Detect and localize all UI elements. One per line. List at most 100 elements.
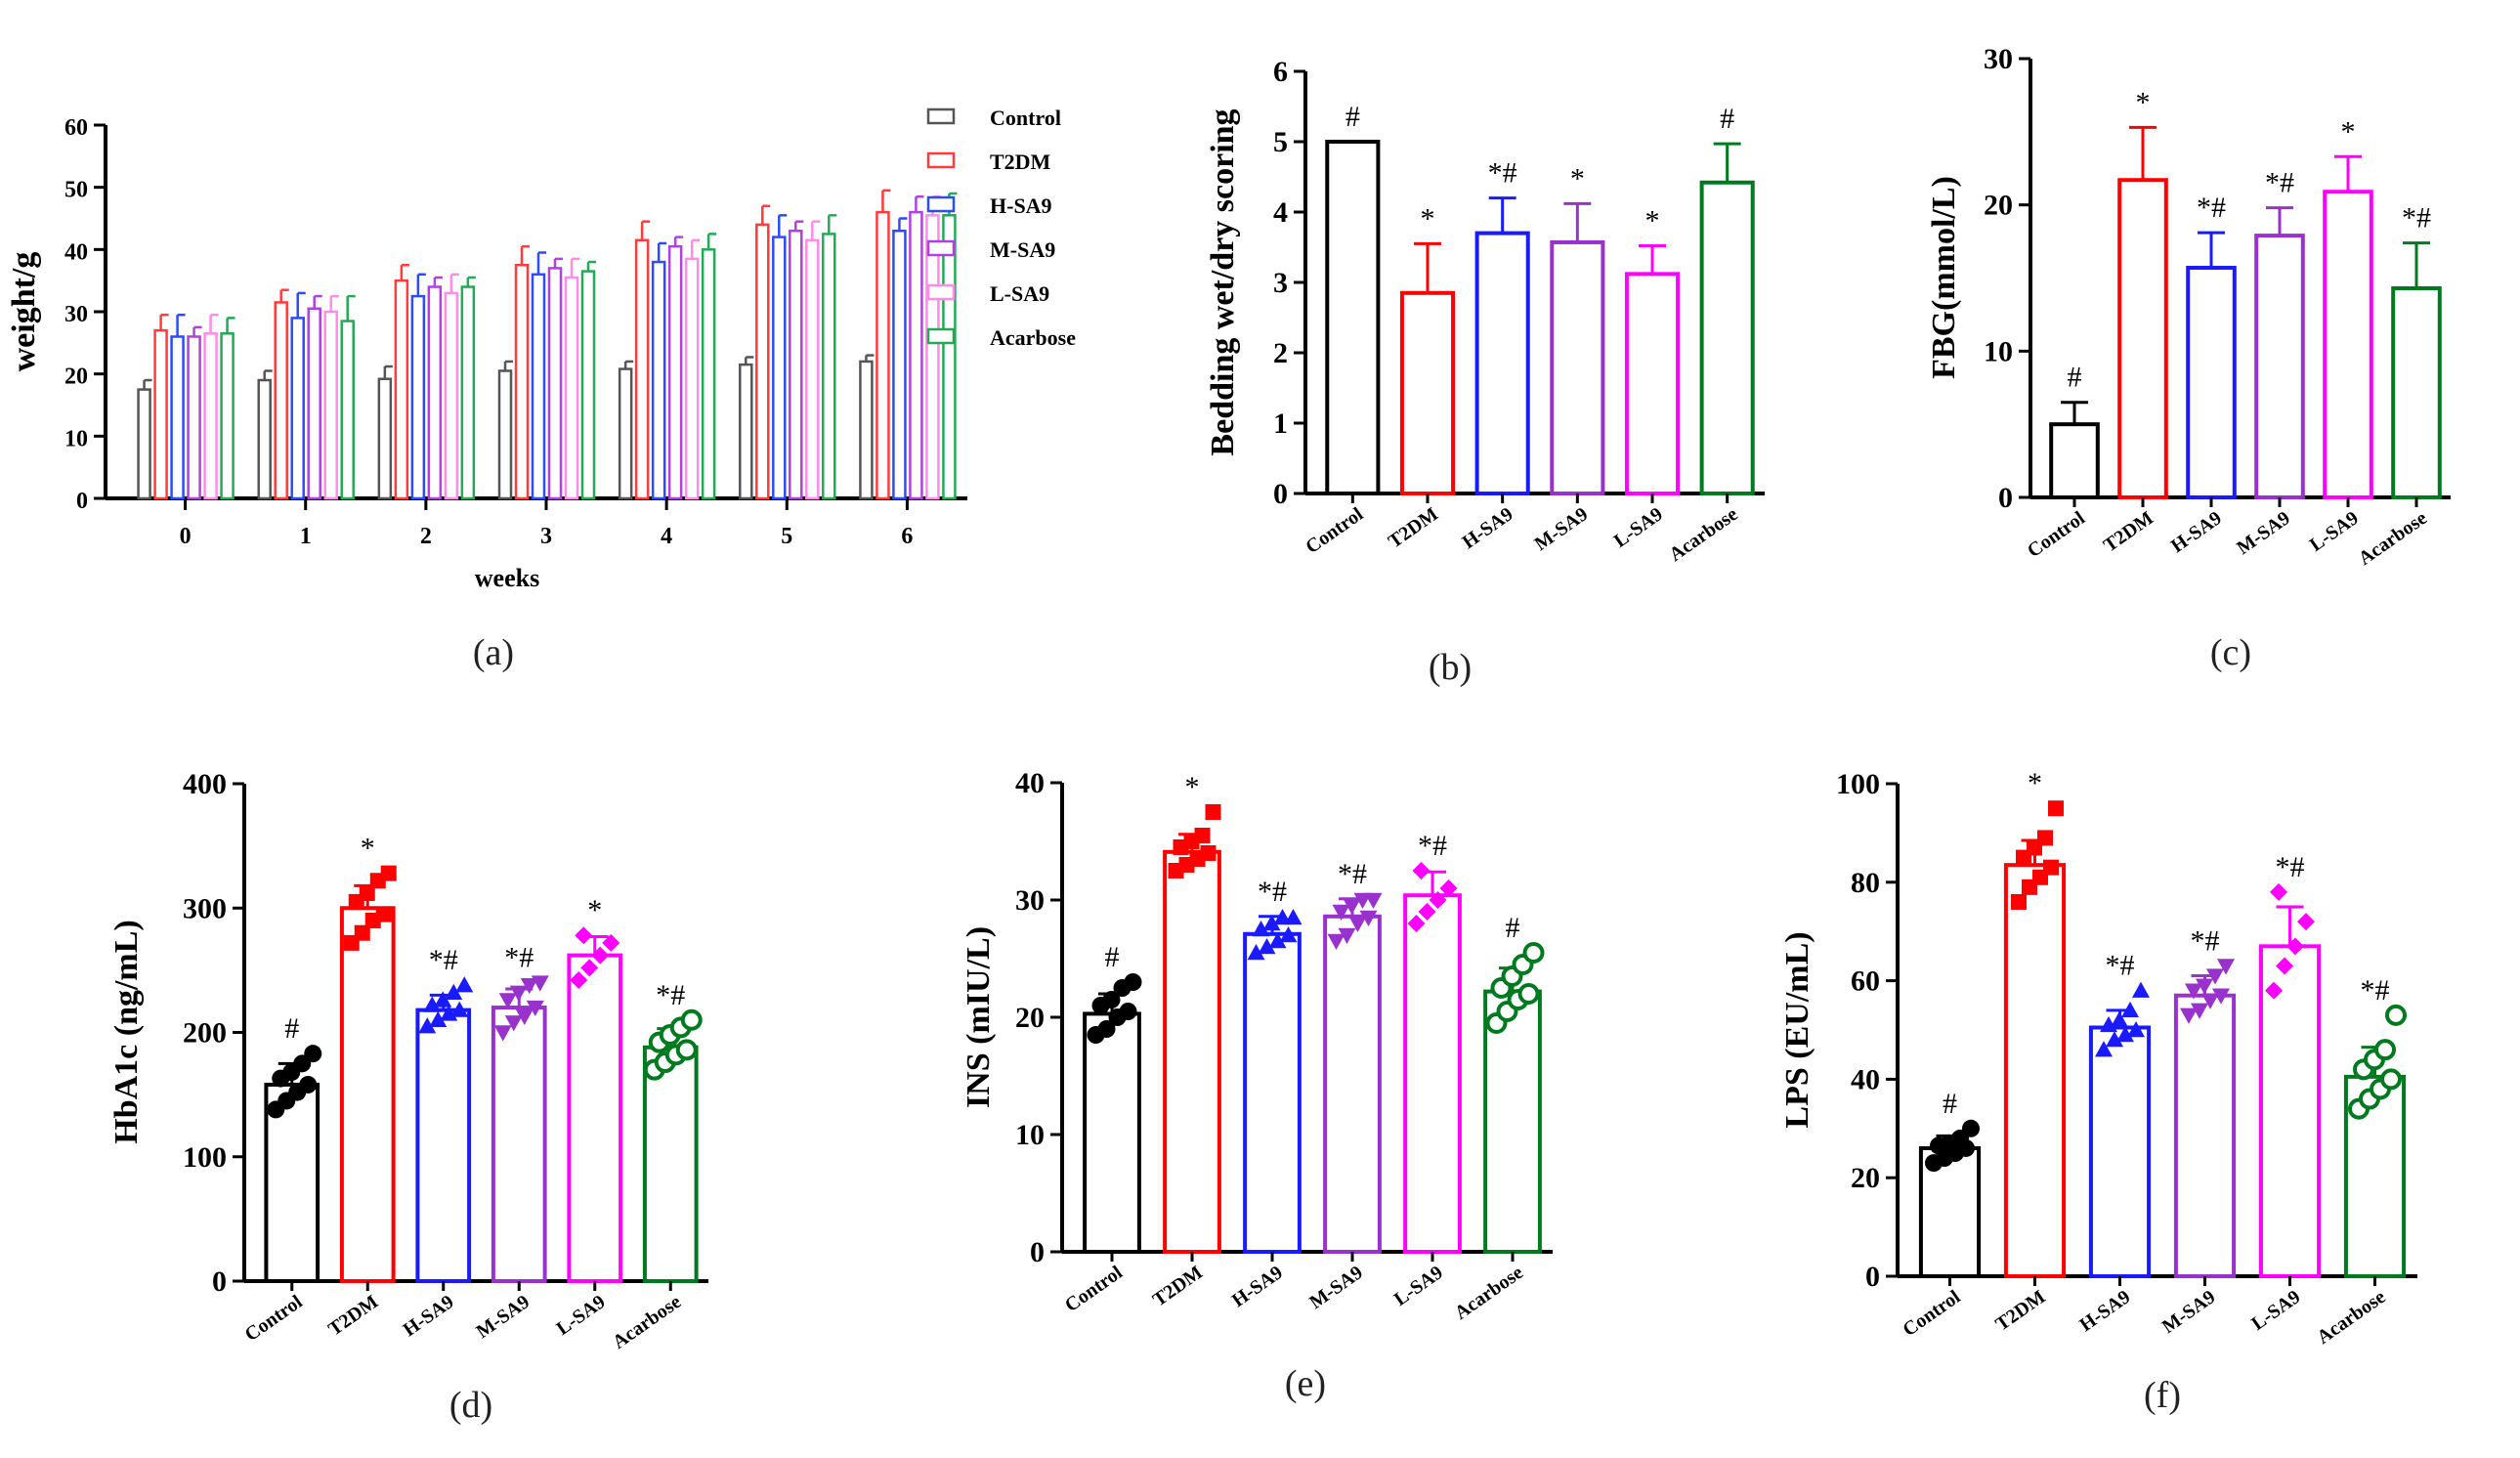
data-point — [2043, 859, 2059, 876]
y-tick-label: 0 — [1865, 1261, 1880, 1293]
bar — [909, 210, 923, 500]
significance-label: # — [1345, 101, 1360, 133]
data-point — [423, 996, 442, 1012]
y-axis-label: LPS (EU/mL) — [1779, 931, 1815, 1128]
significance-label: *# — [656, 979, 685, 1011]
legend-label: M-SA9 — [990, 237, 1055, 262]
significance-label: * — [2136, 86, 2151, 118]
y-tick-label: 3 — [1273, 267, 1288, 299]
data-point — [2100, 1015, 2117, 1033]
data-point — [509, 985, 528, 1002]
bar — [257, 378, 272, 500]
significance-label: *# — [2106, 950, 2135, 982]
data-point — [493, 1025, 512, 1042]
significance-label: # — [1506, 912, 1520, 944]
bar — [822, 233, 836, 500]
bar — [2391, 285, 2442, 499]
bar — [789, 229, 803, 500]
data-point — [2196, 978, 2213, 995]
bar — [772, 236, 787, 500]
panel-label: (e) — [1285, 1363, 1326, 1404]
bar — [1624, 272, 1681, 495]
bar — [618, 367, 633, 500]
x-tick-label: Control — [1061, 1262, 1127, 1316]
data-point — [2270, 882, 2287, 901]
data-point — [680, 1008, 703, 1031]
data-point — [1194, 828, 1211, 843]
data-point — [580, 959, 599, 977]
data-point — [2121, 1001, 2139, 1018]
x-tick-label: L-SA9 — [1610, 503, 1667, 552]
bar — [876, 210, 890, 500]
bar — [2254, 234, 2305, 499]
x-tick-label: T2DM — [1991, 1286, 2049, 1336]
significance-label: * — [361, 833, 375, 865]
data-point — [520, 977, 538, 995]
bar — [427, 285, 443, 500]
data-point — [2116, 1026, 2134, 1043]
significance-label: *# — [2197, 192, 2226, 224]
data-point — [675, 1039, 698, 1061]
data-point — [299, 1075, 318, 1094]
significance-label: *# — [1488, 157, 1517, 190]
x-axis-label: weeks — [475, 564, 539, 592]
bar — [701, 248, 716, 500]
data-point — [2048, 800, 2064, 817]
bar — [805, 238, 820, 500]
data-point — [1097, 1020, 1116, 1038]
bar — [2173, 993, 2237, 1278]
significance-label: *# — [429, 944, 458, 976]
legend-swatch — [926, 107, 956, 125]
legend-swatch — [926, 239, 956, 257]
y-tick-label: 30 — [1015, 884, 1045, 917]
bar — [892, 229, 907, 500]
data-point — [2212, 988, 2230, 1005]
legend-label: L-SA9 — [990, 281, 1049, 306]
data-point — [498, 993, 517, 1009]
bar — [394, 279, 409, 500]
bar — [1083, 1011, 1141, 1255]
bar — [491, 1006, 547, 1284]
data-point — [1327, 933, 1345, 950]
y-tick-label: 1 — [1273, 407, 1288, 440]
data-point — [2276, 957, 2293, 975]
x-tick-label: Control — [1302, 503, 1367, 558]
x-tick-label: T2DM — [324, 1291, 382, 1341]
x-tick-label: Control — [2024, 507, 2089, 562]
legend: Control T2DM H-SA9 M-SA9 L-SA9 Acarbose — [926, 106, 1076, 350]
significance-label: *# — [2191, 924, 2220, 957]
bar — [460, 285, 476, 500]
bar — [170, 335, 185, 500]
data-point — [1407, 915, 1426, 932]
significance-label: * — [2341, 115, 2356, 148]
data-point — [1124, 973, 1142, 991]
bar — [2049, 422, 2100, 499]
bar — [1399, 290, 1456, 495]
data-point — [1200, 845, 1217, 861]
data-point — [2191, 1003, 2208, 1019]
x-tick-label: H-SA9 — [2167, 507, 2226, 557]
y-tick-label: 4 — [1273, 196, 1288, 229]
data-point — [2286, 937, 2304, 956]
data-point — [2265, 981, 2283, 1000]
legend-swatch — [926, 151, 956, 169]
x-tick-label: H-SA9 — [1228, 1262, 1287, 1311]
bar — [564, 276, 579, 500]
data-point — [2380, 1068, 2402, 1091]
x-tick-label: Control — [1899, 1286, 1964, 1341]
x-tick-label: H-SA9 — [400, 1291, 458, 1341]
panel-label: (f) — [2144, 1375, 2181, 1416]
y-tick-label: 5 — [1273, 126, 1288, 158]
x-tick-label: M-SA9 — [1531, 503, 1593, 555]
legend-swatch — [926, 283, 956, 301]
bar — [2323, 190, 2373, 500]
significance-label: * — [1570, 162, 1585, 194]
y-tick-label: 30 — [1984, 43, 2013, 75]
bar — [220, 332, 235, 500]
significance-label: *# — [1258, 876, 1287, 908]
x-tick-label: M-SA9 — [2233, 507, 2294, 559]
data-point — [2206, 968, 2224, 985]
x-tick-label: 3 — [540, 524, 552, 549]
x-tick-label: M-SA9 — [472, 1291, 534, 1343]
legend-label: T2DM — [990, 150, 1051, 174]
